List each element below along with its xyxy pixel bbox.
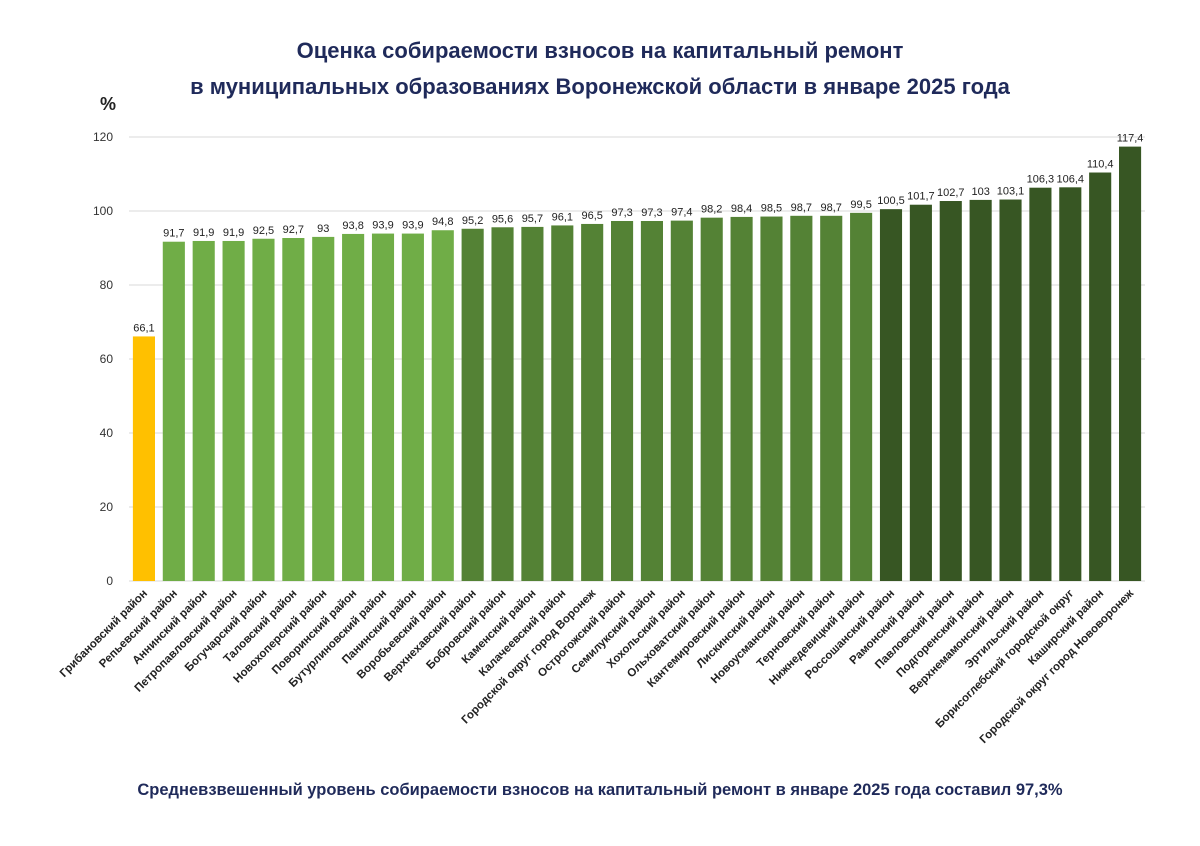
y-tick-label: 80 bbox=[100, 278, 114, 292]
bar bbox=[640, 220, 663, 582]
data-labels: 66,1 91,7 91,9 91,9 92,5 92,7 93 93,8 93,9 93,9 94… bbox=[133, 133, 1143, 335]
bar bbox=[1089, 172, 1112, 581]
bar bbox=[521, 226, 544, 581]
data-label: 66,1 bbox=[133, 322, 154, 334]
bar bbox=[192, 240, 215, 581]
bar bbox=[909, 204, 932, 581]
data-label: 93,8 bbox=[342, 220, 363, 232]
chart-title: Оценка собираемости взносов на капитальн… bbox=[296, 38, 904, 63]
bar bbox=[879, 209, 903, 581]
y-tick-label: 60 bbox=[100, 352, 114, 366]
bar bbox=[431, 230, 454, 582]
bar bbox=[581, 223, 604, 581]
bar bbox=[312, 236, 335, 581]
bar bbox=[969, 199, 992, 581]
data-label: 93 bbox=[317, 223, 329, 235]
bar bbox=[1119, 146, 1142, 581]
bar bbox=[461, 228, 484, 581]
bar bbox=[282, 238, 305, 581]
data-label: 101,7 bbox=[907, 191, 935, 203]
bar bbox=[611, 220, 634, 582]
bar bbox=[999, 199, 1022, 581]
y-tick-label: 40 bbox=[100, 426, 114, 440]
y-tick-label: 20 bbox=[100, 500, 114, 514]
data-label: 93,9 bbox=[402, 220, 423, 232]
bars bbox=[132, 146, 1142, 582]
bar bbox=[1029, 187, 1052, 581]
y-tick-label: 0 bbox=[106, 574, 113, 588]
data-label: 106,3 bbox=[1027, 174, 1055, 186]
data-label: 96,5 bbox=[581, 210, 602, 222]
data-label: 95,7 bbox=[522, 213, 543, 225]
data-label: 91,9 bbox=[223, 227, 244, 239]
data-label: 97,4 bbox=[671, 207, 692, 219]
bar bbox=[730, 216, 753, 582]
data-label: 95,2 bbox=[462, 215, 483, 227]
bar bbox=[401, 233, 424, 581]
y-axis-unit-label: % bbox=[100, 94, 117, 114]
bar bbox=[700, 217, 723, 581]
data-label: 98,2 bbox=[701, 204, 722, 216]
bar bbox=[222, 240, 245, 581]
data-label: 100,5 bbox=[877, 195, 905, 207]
data-label: 117,4 bbox=[1117, 133, 1144, 145]
data-label: 92,5 bbox=[253, 225, 274, 237]
bar bbox=[342, 233, 365, 581]
data-label: 93,9 bbox=[372, 220, 393, 232]
data-label: 92,7 bbox=[283, 224, 304, 236]
y-tick-label: 100 bbox=[93, 204, 113, 218]
data-label: 97,3 bbox=[611, 207, 632, 219]
data-label: 97,3 bbox=[641, 207, 662, 219]
bar bbox=[162, 241, 185, 581]
bar bbox=[820, 215, 843, 581]
data-label: 96,1 bbox=[552, 211, 573, 223]
chart-footnote: Средневзвешенный уровень собираемости вз… bbox=[137, 781, 1063, 799]
bar bbox=[790, 215, 813, 581]
data-label: 91,7 bbox=[163, 228, 184, 240]
bar bbox=[252, 238, 275, 581]
data-label: 98,7 bbox=[791, 202, 812, 214]
bar bbox=[1059, 187, 1082, 581]
data-label: 99,5 bbox=[850, 199, 871, 211]
y-tick-label: 120 bbox=[93, 130, 113, 144]
bar bbox=[132, 336, 155, 581]
bar bbox=[760, 216, 783, 582]
data-label: 110,4 bbox=[1087, 159, 1114, 171]
data-label: 102,7 bbox=[937, 187, 965, 199]
y-axis-ticks: 0 20 40 60 80 100 120 bbox=[93, 130, 113, 588]
data-label: 94,8 bbox=[432, 216, 453, 228]
bar bbox=[939, 201, 962, 581]
data-label: 98,5 bbox=[761, 203, 782, 215]
bar bbox=[850, 212, 873, 581]
bar bbox=[491, 227, 514, 581]
data-label: 95,6 bbox=[492, 213, 513, 225]
data-label: 103,1 bbox=[997, 186, 1025, 198]
bar bbox=[670, 220, 693, 581]
chart-subtitle: в муниципальных образованиях Воронежской… bbox=[190, 74, 1010, 99]
data-label: 103 bbox=[971, 186, 989, 198]
bar bbox=[371, 233, 395, 581]
data-label: 98,4 bbox=[731, 203, 752, 215]
grid-lines bbox=[129, 136, 1145, 582]
data-label: 91,9 bbox=[193, 227, 214, 239]
bar bbox=[551, 225, 574, 581]
data-label: 98,7 bbox=[821, 202, 842, 214]
data-label: 106,4 bbox=[1057, 173, 1085, 185]
